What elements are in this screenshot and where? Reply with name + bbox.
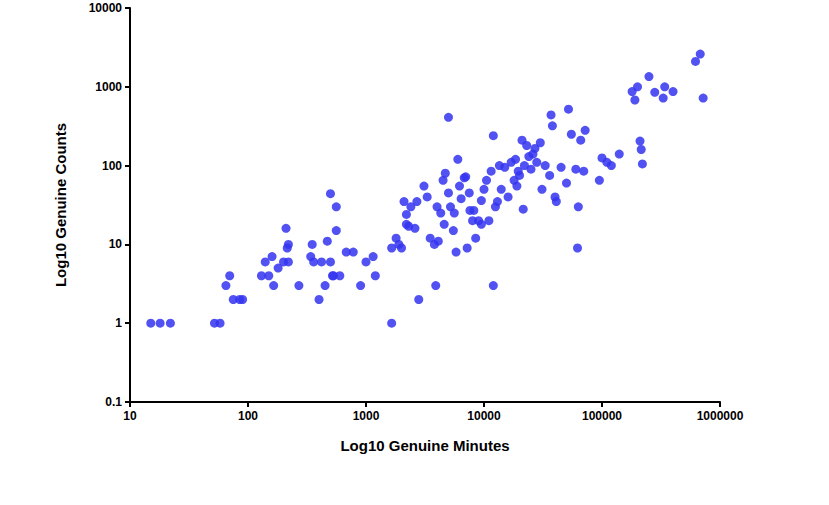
svg-text:1000000: 1000000 [697,409,744,423]
svg-text:10: 10 [123,409,137,423]
svg-text:0.1: 0.1 [105,395,122,409]
svg-text:100: 100 [238,409,258,423]
svg-text:10000: 10000 [467,409,501,423]
svg-text:1000: 1000 [95,80,122,94]
svg-text:1000: 1000 [353,409,380,423]
svg-text:1: 1 [115,316,122,330]
svg-text:100: 100 [102,159,122,173]
svg-text:100000: 100000 [582,409,622,423]
svg-text:Log10 Genuine Minutes: Log10 Genuine Minutes [340,437,509,454]
svg-text:10: 10 [109,237,123,251]
svg-text:10000: 10000 [89,1,123,15]
svg-text:Log10 Genuine Counts: Log10 Genuine Counts [52,123,69,287]
